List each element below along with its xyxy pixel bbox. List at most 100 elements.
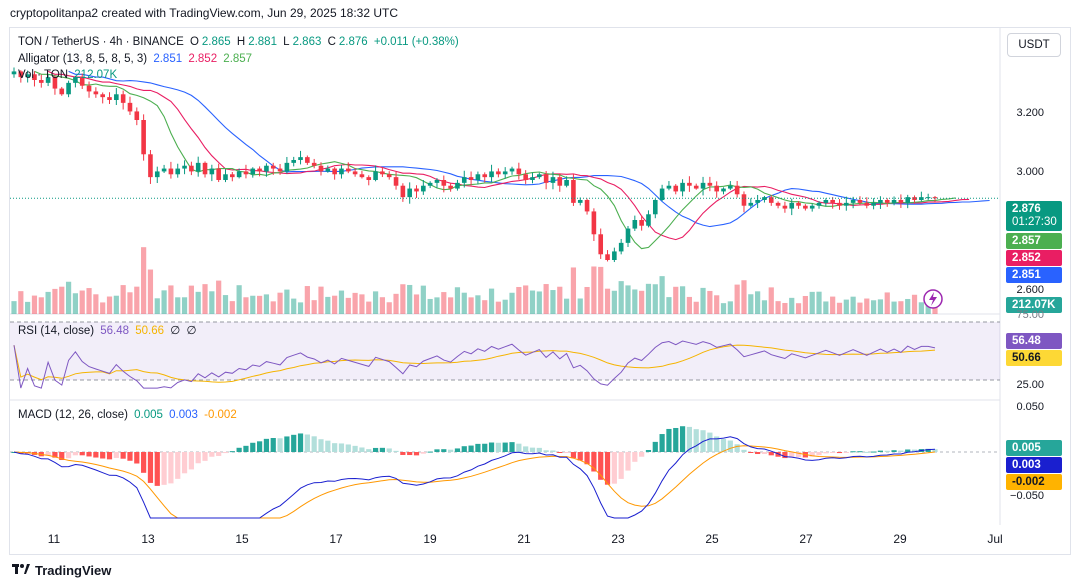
volume-bar bbox=[413, 294, 420, 314]
candle-body bbox=[905, 197, 911, 203]
volume-bar bbox=[543, 284, 549, 314]
candle-body bbox=[523, 174, 528, 180]
macd-histogram-bar bbox=[584, 452, 590, 465]
volume-bar bbox=[911, 294, 918, 314]
alert-lightning-icon[interactable] bbox=[923, 289, 943, 309]
volume-bar bbox=[748, 294, 754, 314]
volume-bar bbox=[557, 286, 563, 314]
volume-bar bbox=[550, 290, 556, 314]
date-tick-label: 23 bbox=[611, 532, 625, 546]
macd-histogram-bar bbox=[338, 443, 345, 452]
volume-bar bbox=[181, 297, 188, 314]
volume-bar bbox=[679, 286, 686, 314]
candle-body bbox=[632, 220, 638, 229]
macd-histogram-bar bbox=[666, 428, 672, 452]
candle-body bbox=[714, 185, 719, 192]
alligator-legend[interactable]: Alligator (13, 8, 5, 8, 5, 3) 2.851 2.85… bbox=[18, 53, 255, 65]
volume-bar bbox=[639, 290, 645, 314]
alligator-lips-line bbox=[34, 70, 956, 250]
macd-signal-line bbox=[13, 445, 936, 519]
volume-bar bbox=[850, 296, 856, 314]
volume-bar bbox=[325, 296, 331, 314]
macd-histogram-bar bbox=[495, 442, 501, 452]
volume-bar bbox=[618, 281, 624, 314]
macd-histogram-bar bbox=[461, 446, 467, 452]
macd-histogram-bar bbox=[871, 451, 877, 453]
symbol-legend[interactable]: TON / TetherUS · 4h · BINANCE O 2.865 H 2.… bbox=[18, 36, 462, 48]
candle-body bbox=[441, 180, 447, 186]
rsi-legend[interactable]: RSI (14, close) 56.48 50.66 ∅ ∅ bbox=[18, 323, 200, 337]
macd-histogram-bar bbox=[686, 426, 692, 452]
last-price-value: 2.876 bbox=[1012, 203, 1041, 215]
macd-histogram-bar bbox=[809, 452, 815, 457]
candle-body bbox=[775, 202, 781, 206]
symbol-title[interactable]: TON / TetherUS · 4h · BINANCE bbox=[18, 36, 184, 48]
macd-histogram-bar bbox=[59, 452, 65, 461]
volume-bar bbox=[509, 292, 515, 314]
candle-body bbox=[189, 165, 194, 172]
date-tick-label: 25 bbox=[705, 532, 719, 546]
rsi-ma-line bbox=[13, 344, 936, 383]
candle-body bbox=[796, 202, 801, 206]
macd-histogram-bar bbox=[639, 452, 645, 457]
macd-histogram-bar bbox=[181, 452, 188, 474]
macd-histogram-bar bbox=[529, 447, 536, 452]
candle-body bbox=[270, 165, 276, 169]
volume-bar bbox=[700, 287, 706, 314]
macd-histogram-bar bbox=[161, 452, 167, 485]
rsi-band bbox=[10, 322, 1000, 380]
candle-body bbox=[823, 200, 829, 203]
macd-histogram-bar bbox=[707, 432, 713, 452]
macd-histogram-bar bbox=[652, 441, 658, 452]
macd-histogram-bar bbox=[243, 445, 249, 452]
macd-histogram-bar bbox=[741, 449, 747, 452]
alligator-lips-value: 2.857 bbox=[223, 53, 253, 65]
candle-body bbox=[543, 174, 549, 183]
candle-body bbox=[11, 71, 17, 75]
macd-histogram-bar bbox=[789, 452, 795, 458]
candle-body bbox=[455, 182, 460, 189]
volume-bar bbox=[495, 301, 501, 314]
volume-bar bbox=[448, 297, 454, 314]
candle-body bbox=[32, 74, 37, 80]
rsi-label: RSI (14, close) bbox=[18, 325, 95, 337]
volume-bar bbox=[352, 292, 358, 314]
candle-body bbox=[407, 188, 412, 198]
volume-bar bbox=[277, 292, 283, 314]
candle-body bbox=[154, 171, 160, 178]
macd-histogram-bar bbox=[222, 452, 229, 454]
candle-body bbox=[591, 211, 597, 235]
volume-bar bbox=[782, 302, 788, 314]
macd-histogram-bar bbox=[263, 438, 270, 452]
volume-legend[interactable]: Vol · TON 212.07K bbox=[18, 69, 120, 81]
candle-body bbox=[38, 80, 44, 83]
rsi-ma-value: 50.66 bbox=[135, 325, 165, 337]
volume-bar bbox=[318, 286, 324, 314]
candle-body bbox=[339, 168, 344, 175]
rsi-ma-badge: 50.66 bbox=[1006, 350, 1062, 366]
footer-brand[interactable]: TradingView bbox=[12, 563, 111, 579]
macd-histogram-bar bbox=[318, 439, 324, 452]
candle-body bbox=[291, 160, 297, 163]
macd-histogram-bar bbox=[850, 451, 856, 453]
date-tick-label: 13 bbox=[141, 532, 155, 546]
macd-histogram-bar bbox=[359, 447, 365, 452]
volume-bar bbox=[65, 281, 72, 314]
macd-histogram-bar bbox=[836, 452, 843, 454]
volume-bar bbox=[864, 298, 870, 314]
macd-histogram-bar bbox=[611, 452, 617, 484]
volume-bar bbox=[823, 301, 829, 314]
macd-histogram-bar bbox=[577, 452, 583, 461]
volume-bar bbox=[393, 293, 399, 314]
candle-body bbox=[584, 200, 590, 212]
macd-histogram-bar bbox=[297, 433, 304, 452]
tradingview-logo-icon bbox=[12, 564, 30, 579]
currency-button[interactable]: USDT bbox=[1007, 33, 1061, 57]
macd-histogram-bar bbox=[325, 440, 331, 452]
rsi-extra-1: ∅ bbox=[170, 325, 181, 337]
candle-body bbox=[693, 185, 699, 189]
macd-histogram-bar bbox=[168, 452, 174, 484]
macd-legend[interactable]: MACD (12, 26, close) 0.005 0.003 -0.002 bbox=[18, 409, 240, 421]
volume-bar bbox=[871, 300, 877, 314]
